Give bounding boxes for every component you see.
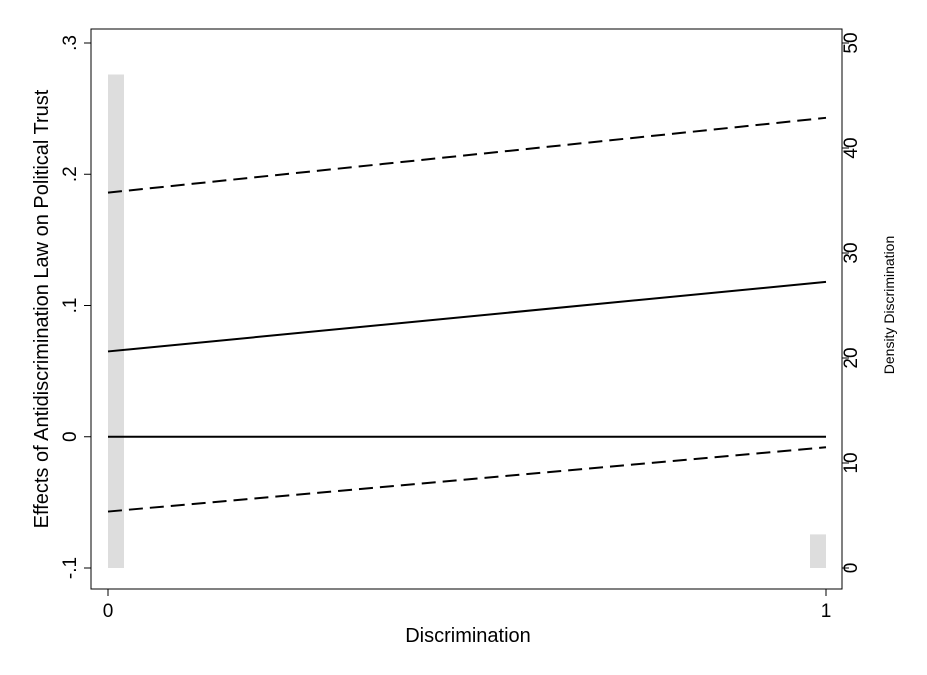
plot-frame xyxy=(90,28,843,590)
y-tick-label: -.1 xyxy=(60,557,81,579)
density-bar xyxy=(810,534,826,568)
confidence-bound-line xyxy=(107,446,827,513)
y-tick-label: 0 xyxy=(60,431,81,442)
x-axis-title: Discrimination xyxy=(405,625,531,647)
x-tick-label: 1 xyxy=(821,601,832,622)
y2-tick-label: 10 xyxy=(841,452,862,473)
y-tick-label: .2 xyxy=(60,166,81,182)
density-bars xyxy=(108,74,826,568)
effect-line xyxy=(107,280,827,353)
y-tick-label: .1 xyxy=(60,298,81,314)
y2-axis-title: Density Discrimination xyxy=(881,236,897,374)
left-y-axis: -.1 0 .1 .2 .3 xyxy=(60,35,91,579)
y2-tick-label: 30 xyxy=(841,242,862,263)
right-y-axis: 0 10 20 30 40 50 xyxy=(841,32,862,573)
confidence-bound-line xyxy=(107,116,827,194)
density-bar xyxy=(108,74,124,568)
effect-lines xyxy=(107,116,827,513)
x-tick-label: 0 xyxy=(103,601,114,622)
y2-tick-label: 50 xyxy=(841,32,862,53)
y-tick-label: .3 xyxy=(60,35,81,51)
y2-tick-label: 20 xyxy=(841,347,862,368)
y2-tick-label: 40 xyxy=(841,137,862,158)
y-axis-title: Effects of Antidiscrimination Law on Pol… xyxy=(31,89,53,528)
y2-tick-label: 0 xyxy=(841,563,862,574)
